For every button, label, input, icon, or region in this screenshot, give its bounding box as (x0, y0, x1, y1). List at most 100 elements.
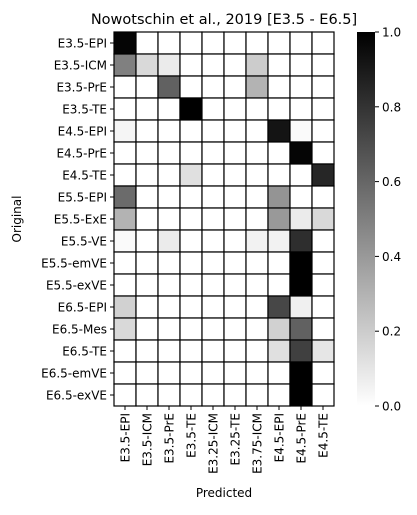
heatmap-cell (223, 361, 247, 385)
heatmap-cell (311, 273, 335, 297)
heatmap-cell (157, 207, 181, 231)
x-tick-label: E3.5-PrE (163, 413, 177, 464)
y-tick-label: E5.5-exVE (46, 279, 107, 293)
heatmap-cell (179, 251, 203, 275)
heatmap-cell (113, 97, 137, 121)
heatmap-cell (179, 207, 203, 231)
heatmap-cell (245, 53, 269, 77)
heatmap-cell (289, 273, 313, 297)
heatmap-cell (179, 383, 203, 407)
heatmap-cell (135, 75, 159, 99)
heatmap-cell (135, 295, 159, 319)
y-tick-label: E6.5-EPI (58, 301, 107, 315)
heatmap-cell (201, 339, 225, 363)
x-tick-label: E3.5-EPI (119, 413, 133, 462)
heatmap-cell (201, 31, 225, 55)
heatmap-cell (113, 251, 137, 275)
heatmap-cell (245, 295, 269, 319)
heatmap-cell (135, 207, 159, 231)
y-tick-label: E4.5-TE (62, 169, 107, 183)
heatmap-cell (157, 31, 181, 55)
heatmap-cell (157, 273, 181, 297)
heatmap-cell (201, 97, 225, 121)
heatmap-cell (113, 141, 137, 165)
heatmap-cell (179, 141, 203, 165)
heatmap-cell (245, 251, 269, 275)
heatmap-cell (135, 53, 159, 77)
x-tick-label: E3.5-TE (185, 413, 199, 458)
heatmap-cell (179, 273, 203, 297)
heatmap-cell (289, 119, 313, 143)
heatmap-cell (267, 185, 291, 209)
heatmap-cell (311, 295, 335, 319)
heatmap-cell (201, 185, 225, 209)
heatmap-cell (201, 383, 225, 407)
x-tick-label: E4.5-TE (317, 413, 331, 458)
heatmap-cell (135, 185, 159, 209)
heatmap-cell (157, 317, 181, 341)
heatmap-cell (311, 229, 335, 253)
heatmap-cell (223, 53, 247, 77)
heatmap-cell (311, 207, 335, 231)
heatmap-cell (179, 361, 203, 385)
x-axis: E3.5-EPI E3.5-ICM E3.5-PrE E3.5-TE E3.25-ICM… (119, 406, 331, 474)
heatmap-cell (267, 361, 291, 385)
y-tick-label: E5.5-emVE (41, 257, 107, 271)
y-tick-label: E3.5-ICM (54, 59, 107, 73)
heatmap-cell (267, 119, 291, 143)
heatmap-cell (245, 383, 269, 407)
y-tick-label: E6.5-emVE (41, 367, 107, 381)
heatmap-cell (135, 317, 159, 341)
heatmap-cell (267, 229, 291, 253)
y-tick-label: E3.5-PrE (56, 81, 107, 95)
heatmap-cell (223, 251, 247, 275)
heatmap-cell (157, 185, 181, 209)
heatmap-cell (311, 361, 335, 385)
heatmap-cell (179, 31, 203, 55)
heatmap-cell (245, 31, 269, 55)
heatmap-cell (135, 273, 159, 297)
heatmap-cell (223, 295, 247, 319)
heatmap-cell (267, 383, 291, 407)
heatmap-cell (201, 361, 225, 385)
heatmap-cell (157, 97, 181, 121)
heatmap-cell (135, 141, 159, 165)
y-tick-label: E5.5-ExE (54, 213, 107, 227)
heatmap-cell (157, 75, 181, 99)
heatmap-cell (289, 295, 313, 319)
heatmap-cell (113, 119, 137, 143)
heatmap-cell (245, 229, 269, 253)
heatmap-cell (311, 251, 335, 275)
heatmap-cell (289, 339, 313, 363)
heatmap-cell (267, 273, 291, 297)
x-tick-label: E3.5-ICM (141, 413, 155, 466)
y-tick-label: E5.5-VE (61, 235, 107, 249)
x-tick-label: E3.75-ICM (251, 413, 265, 474)
heatmap-cell (223, 119, 247, 143)
heatmap-cell (201, 119, 225, 143)
y-tick-label: E4.5-PrE (56, 147, 107, 161)
heatmap-cell (245, 185, 269, 209)
heatmap-cell (201, 229, 225, 253)
x-tick-label: E4.5-EPI (273, 413, 287, 462)
heatmap-cell (157, 251, 181, 275)
heatmap-cell (311, 75, 335, 99)
heatmap-cells (113, 31, 335, 407)
heatmap-cell (157, 119, 181, 143)
heatmap-cell (223, 185, 247, 209)
heatmap-cell (289, 361, 313, 385)
colorbar: 0.0 0.2 0.4 0.6 0.8 1.0 (357, 26, 401, 414)
heatmap-cell (223, 207, 247, 231)
heatmap-cell (179, 295, 203, 319)
heatmap-cell (179, 317, 203, 341)
colorbar-tick-label: 1.0 (382, 26, 401, 40)
heatmap-cell (223, 141, 247, 165)
heatmap-cell (157, 229, 181, 253)
heatmap-cell (311, 97, 335, 121)
heatmap-cell (157, 163, 181, 187)
heatmap-cell (289, 207, 313, 231)
heatmap-cell (135, 97, 159, 121)
heatmap-cell (135, 31, 159, 55)
heatmap-cell (157, 141, 181, 165)
